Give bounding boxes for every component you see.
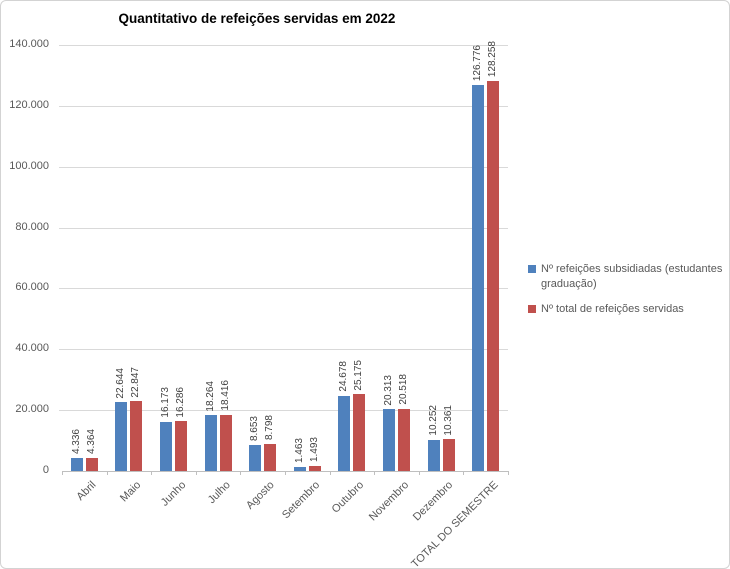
axis-tick: [463, 471, 465, 475]
bar-value-label: 25.175: [353, 359, 365, 391]
bar-value-label: 16.173: [160, 387, 171, 418]
legend-swatch-red-icon: [528, 304, 536, 313]
bar-value-label: 8.798: [264, 415, 276, 441]
y-tick-label: 20.000: [15, 403, 49, 416]
bar-subsidiadas: [383, 409, 395, 471]
x-tick-label: Julho: [205, 479, 233, 507]
bar-value-label: 126.776: [472, 45, 484, 82]
bar-value-label: 24.678: [338, 361, 350, 392]
x-tick-label: Abril: [74, 479, 99, 504]
axis-tick: [329, 471, 331, 475]
axis-tick: [508, 471, 509, 475]
gridline: [59, 349, 508, 351]
x-tick-label: Setembro: [279, 479, 322, 522]
bar-total: [264, 444, 277, 471]
axis-tick: [285, 471, 286, 475]
bar-value-label: 128.258: [487, 40, 499, 77]
bar-value-label: 16.286: [175, 386, 186, 418]
bar-total: [175, 421, 187, 471]
bar-subsidiadas: [70, 457, 83, 471]
bar-subsidiadas: [115, 402, 128, 471]
x-tick-label: Maio: [118, 479, 144, 505]
bar-value-label: 8.653: [249, 415, 261, 441]
bar-value-label: 4.364: [85, 428, 97, 454]
bar-total: [353, 394, 366, 471]
bar-total: [219, 414, 232, 471]
bar-subsidiadas: [338, 395, 351, 471]
y-tick-label: 140.000: [9, 38, 49, 50]
legend-item-total: Nº total de refeições servidas: [528, 302, 728, 317]
axis-tick: [418, 471, 420, 475]
bar-subsidiadas: [249, 444, 262, 471]
axis-tick: [240, 471, 242, 475]
axis-tick: [195, 471, 197, 475]
bar-subsidiadas: [293, 466, 306, 471]
bar-value-label: 22.644: [115, 367, 127, 399]
gridline: [59, 105, 508, 107]
y-tick-label: 80.000: [15, 220, 49, 233]
axis-tick: [62, 471, 63, 475]
bar-value-label: 10.361: [442, 404, 454, 436]
bar-subsidiadas: [204, 415, 217, 471]
legend: Nº refeições subsidiadas (estudantes gra…: [528, 262, 728, 327]
bar-value-label: 20.313: [383, 374, 394, 406]
x-tick-label: Novembro: [366, 479, 411, 524]
legend-label-total: Nº total de refeições servidas: [541, 302, 684, 315]
gridline: [59, 288, 508, 290]
x-tick-label: Agosto: [244, 479, 278, 512]
bar-subsidiadas: [472, 85, 485, 471]
bar-value-label: 1.463: [293, 437, 305, 463]
y-tick-label: 40.000: [15, 342, 49, 355]
bar-value-label: 18.264: [204, 380, 216, 412]
y-tick-label: 60.000: [15, 281, 49, 294]
y-axis: 0 20.000 40.000 60.000 80.000 100.000 120.000 1…: [1, 1, 49, 568]
bar-value-label: 10.252: [427, 405, 439, 436]
gridline: [59, 410, 508, 412]
legend-swatch-blue-icon: [528, 265, 536, 273]
plot-area: 4.336 4.364 Abril 22.644 22.847 Maio 16.173 16.…: [59, 41, 509, 568]
bar-subsidiadas: [427, 439, 440, 471]
bar-value-label: 18.416: [219, 380, 231, 411]
x-tick-label: TOTAL DO SEMESTRE: [408, 479, 501, 569]
axis-tick: [374, 471, 376, 475]
bar-total: [487, 80, 500, 471]
x-tick-label: Junho: [158, 479, 188, 509]
axis-tick: [151, 471, 153, 475]
legend-item-subsidiadas: Nº refeições subsidiadas (estudantes gra…: [528, 262, 728, 292]
axis-tick: [106, 471, 108, 475]
y-tick-label: 120.000: [9, 98, 49, 111]
bar-value-label: 20.518: [398, 373, 409, 405]
bar-total: [398, 408, 410, 471]
bar-total: [308, 466, 321, 471]
bar-value-label: 4.336: [70, 428, 82, 454]
bar-value-label: 22.847: [130, 366, 142, 398]
gridline: [59, 166, 508, 168]
gridline: [59, 227, 508, 229]
chart-title: Quantitativo de refeições servidas em 20…: [118, 11, 396, 26]
y-tick-label: 100.000: [9, 159, 49, 172]
bar-total: [130, 401, 143, 471]
y-tick-label: 0: [42, 464, 49, 476]
x-tick-label: Outubro: [329, 479, 367, 516]
bar-value-label: 1.493: [308, 437, 320, 463]
bar-total: [442, 439, 455, 471]
bar-subsidiadas: [160, 421, 172, 471]
legend-label-subsidiadas: Nº refeições subsidiadas (estudantes gra…: [541, 263, 723, 290]
gridline: [59, 45, 508, 46]
x-tick-label: Dezembro: [411, 479, 456, 524]
bar-total: [85, 457, 98, 471]
